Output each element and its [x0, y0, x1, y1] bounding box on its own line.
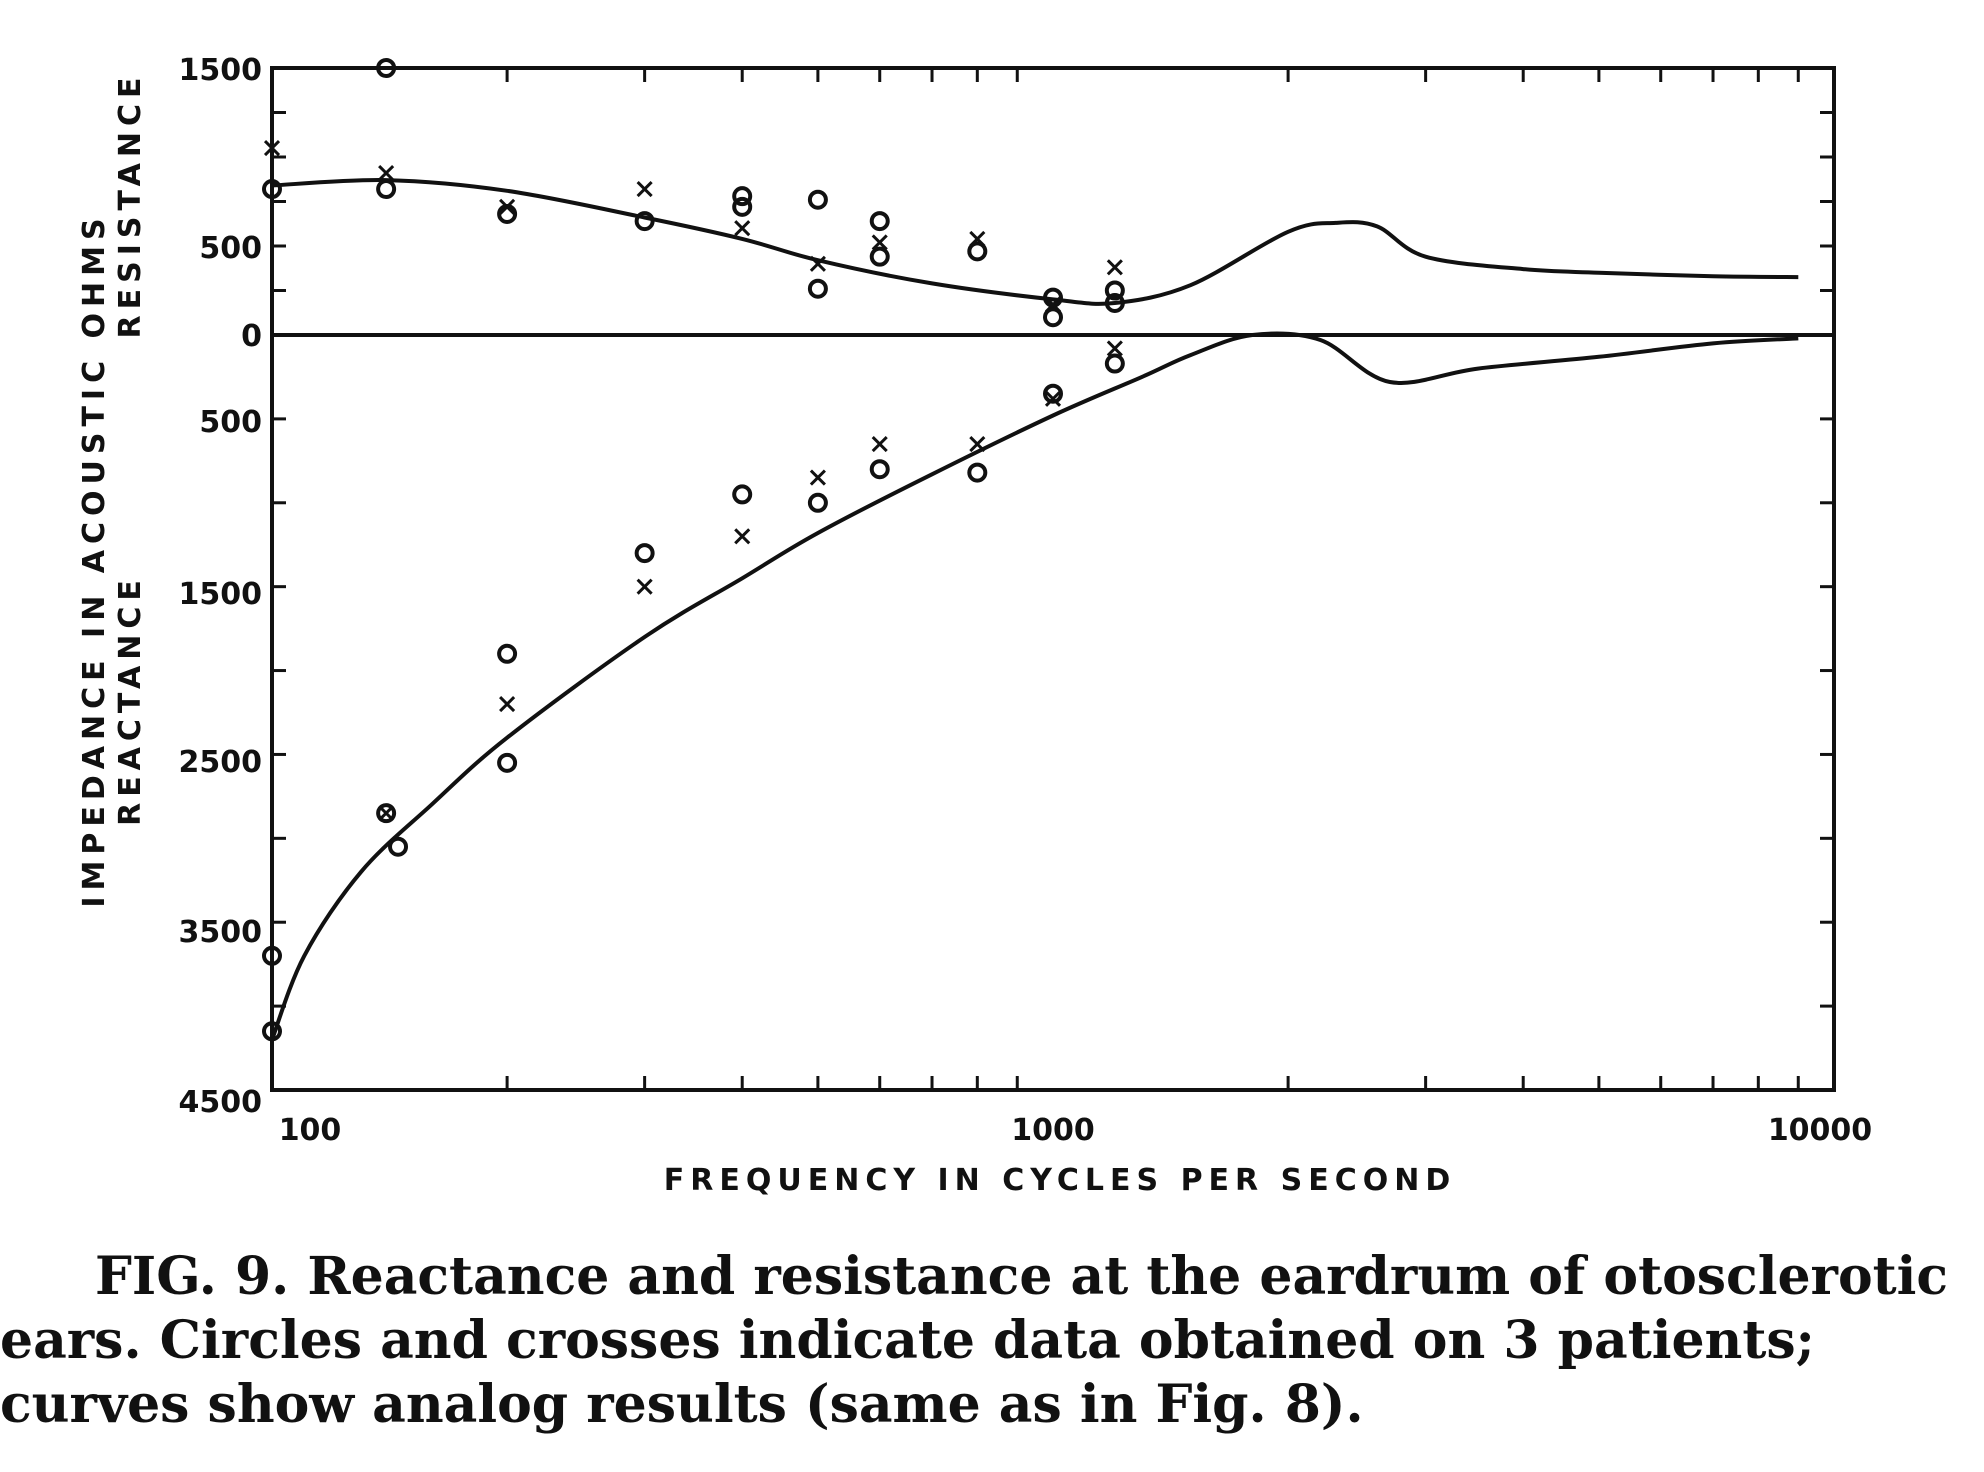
resistance-circle-point [869, 211, 890, 232]
caption-line-3: curves show analog results (same as in F… [0, 1374, 1364, 1435]
cross-stroke [1106, 340, 1123, 357]
y-tick-labels: 1500 500 0 500 1500 2500 3500 4500 [179, 53, 263, 1120]
reactance-circle-point [376, 803, 397, 824]
figure-caption: FIG. 9. Reactance and resistance at the … [0, 1245, 1984, 1437]
resistance-circle-point [807, 189, 828, 210]
resistance-cross-point [1106, 259, 1123, 276]
reactance-circle-point [262, 945, 282, 966]
resistance-circle-point [1104, 280, 1125, 301]
reactance-circle-point [388, 836, 409, 857]
cross-stroke [969, 435, 986, 453]
resistance-circle-point [869, 246, 890, 267]
reactance-cross-point [871, 435, 888, 453]
reactance-cross-point [1106, 340, 1123, 357]
reactance-circle-point [262, 1021, 282, 1042]
x-tick-label-1000: 1000 [1011, 1113, 1095, 1148]
reactance-cross-point [499, 696, 516, 713]
x-tick-labels: 100 1000 10000 [279, 1113, 1873, 1148]
cross-stroke [809, 469, 826, 486]
resistance-curve [271, 178, 1799, 306]
reactance-circle-point [1104, 353, 1125, 374]
resistance-circle-point [732, 196, 753, 217]
resistance-cross-point [734, 220, 751, 237]
resistance-cross-point [1044, 296, 1062, 313]
reactance-cross-point [969, 435, 986, 453]
plot-frame [270, 66, 1836, 1092]
data-markers [262, 58, 1125, 1042]
cross-stroke [499, 696, 516, 713]
y-tick-label-0: 0 [241, 319, 262, 354]
y-tick-label-r1500: 1500 [179, 53, 263, 88]
resistance-cross-point [809, 255, 826, 272]
resistance-circle-point [634, 211, 655, 232]
y-tick-label-r500: 500 [199, 231, 262, 266]
reactance-cross-point [378, 805, 395, 822]
cross-stroke [1044, 390, 1062, 407]
cross-stroke [809, 255, 826, 272]
y-tick-label-x4500: 4500 [179, 1085, 263, 1120]
cross-stroke [263, 140, 281, 157]
resistance-cross-point [263, 140, 281, 157]
cross-stroke [734, 220, 751, 237]
reactance-circle-point [1043, 383, 1063, 404]
y-tick-label-x3500: 3500 [179, 915, 263, 950]
cross-stroke [734, 528, 751, 545]
resistance-circle-point [376, 58, 397, 78]
cross-stroke [636, 578, 653, 595]
resistance-cross-point [871, 234, 888, 251]
y-tick-label-x500: 500 [199, 405, 262, 440]
x-axis-title: FREQUENCY IN CYCLES PER SECOND [664, 1163, 1456, 1198]
resistance-circle-point [732, 186, 753, 207]
reactance-circle-point [497, 752, 518, 773]
x-tick-label-100: 100 [279, 1113, 342, 1148]
plot-area [262, 58, 1836, 1092]
resistance-cross-point [499, 198, 516, 215]
y-tick-label-x2500: 2500 [179, 745, 263, 780]
cross-stroke [499, 198, 516, 215]
cross-stroke [871, 435, 888, 453]
reactance-circle-point [634, 543, 655, 564]
caption-line-2: ears. Circles and crosses indicate data … [0, 1310, 1815, 1371]
resistance-circle-point [262, 179, 282, 200]
caption-line-1: FIG. 9. Reactance and resistance at the … [95, 1246, 1949, 1307]
y-axis-title: IMPEDANCE IN ACOUSTIC OHMS [77, 212, 112, 907]
reactance-cross-point [809, 469, 826, 486]
resistance-circle-point [376, 179, 397, 200]
resistance-circle-point [967, 241, 988, 262]
reactance-circle-point [497, 643, 518, 664]
cross-stroke [1044, 296, 1062, 313]
reactance-circle-point [967, 462, 988, 483]
reactance-cross-point [1044, 390, 1062, 407]
reactance-cross-point [734, 528, 751, 545]
cross-stroke [1106, 259, 1123, 276]
reactance-circle-point [869, 459, 890, 480]
axis-ticks [272, 66, 1834, 1092]
cross-stroke [378, 805, 395, 822]
resistance-circle-point [1104, 292, 1125, 313]
reactance-cross-point [636, 578, 653, 595]
cross-stroke [969, 230, 986, 247]
reactance-circle-point [732, 484, 753, 505]
reactance-circle-point [807, 492, 828, 513]
reactance-curve [270, 331, 1799, 1041]
resistance-cross-point [636, 180, 653, 198]
y-tick-label-x1500: 1500 [179, 577, 263, 612]
cross-stroke [636, 180, 653, 198]
resistance-cross-point [378, 164, 395, 182]
resistance-cross-point [969, 230, 986, 247]
cross-stroke [871, 234, 888, 251]
resistance-circle-point [1043, 307, 1063, 328]
resistance-circle-point [807, 278, 828, 299]
analog-curves [270, 178, 1799, 1041]
x-tick-label-10000: 10000 [1768, 1113, 1872, 1148]
y-axis-title-reactance: REACTANCE [113, 574, 148, 826]
cross-stroke [378, 164, 395, 182]
y-axis-title-resistance: RESISTANCE [113, 72, 148, 339]
